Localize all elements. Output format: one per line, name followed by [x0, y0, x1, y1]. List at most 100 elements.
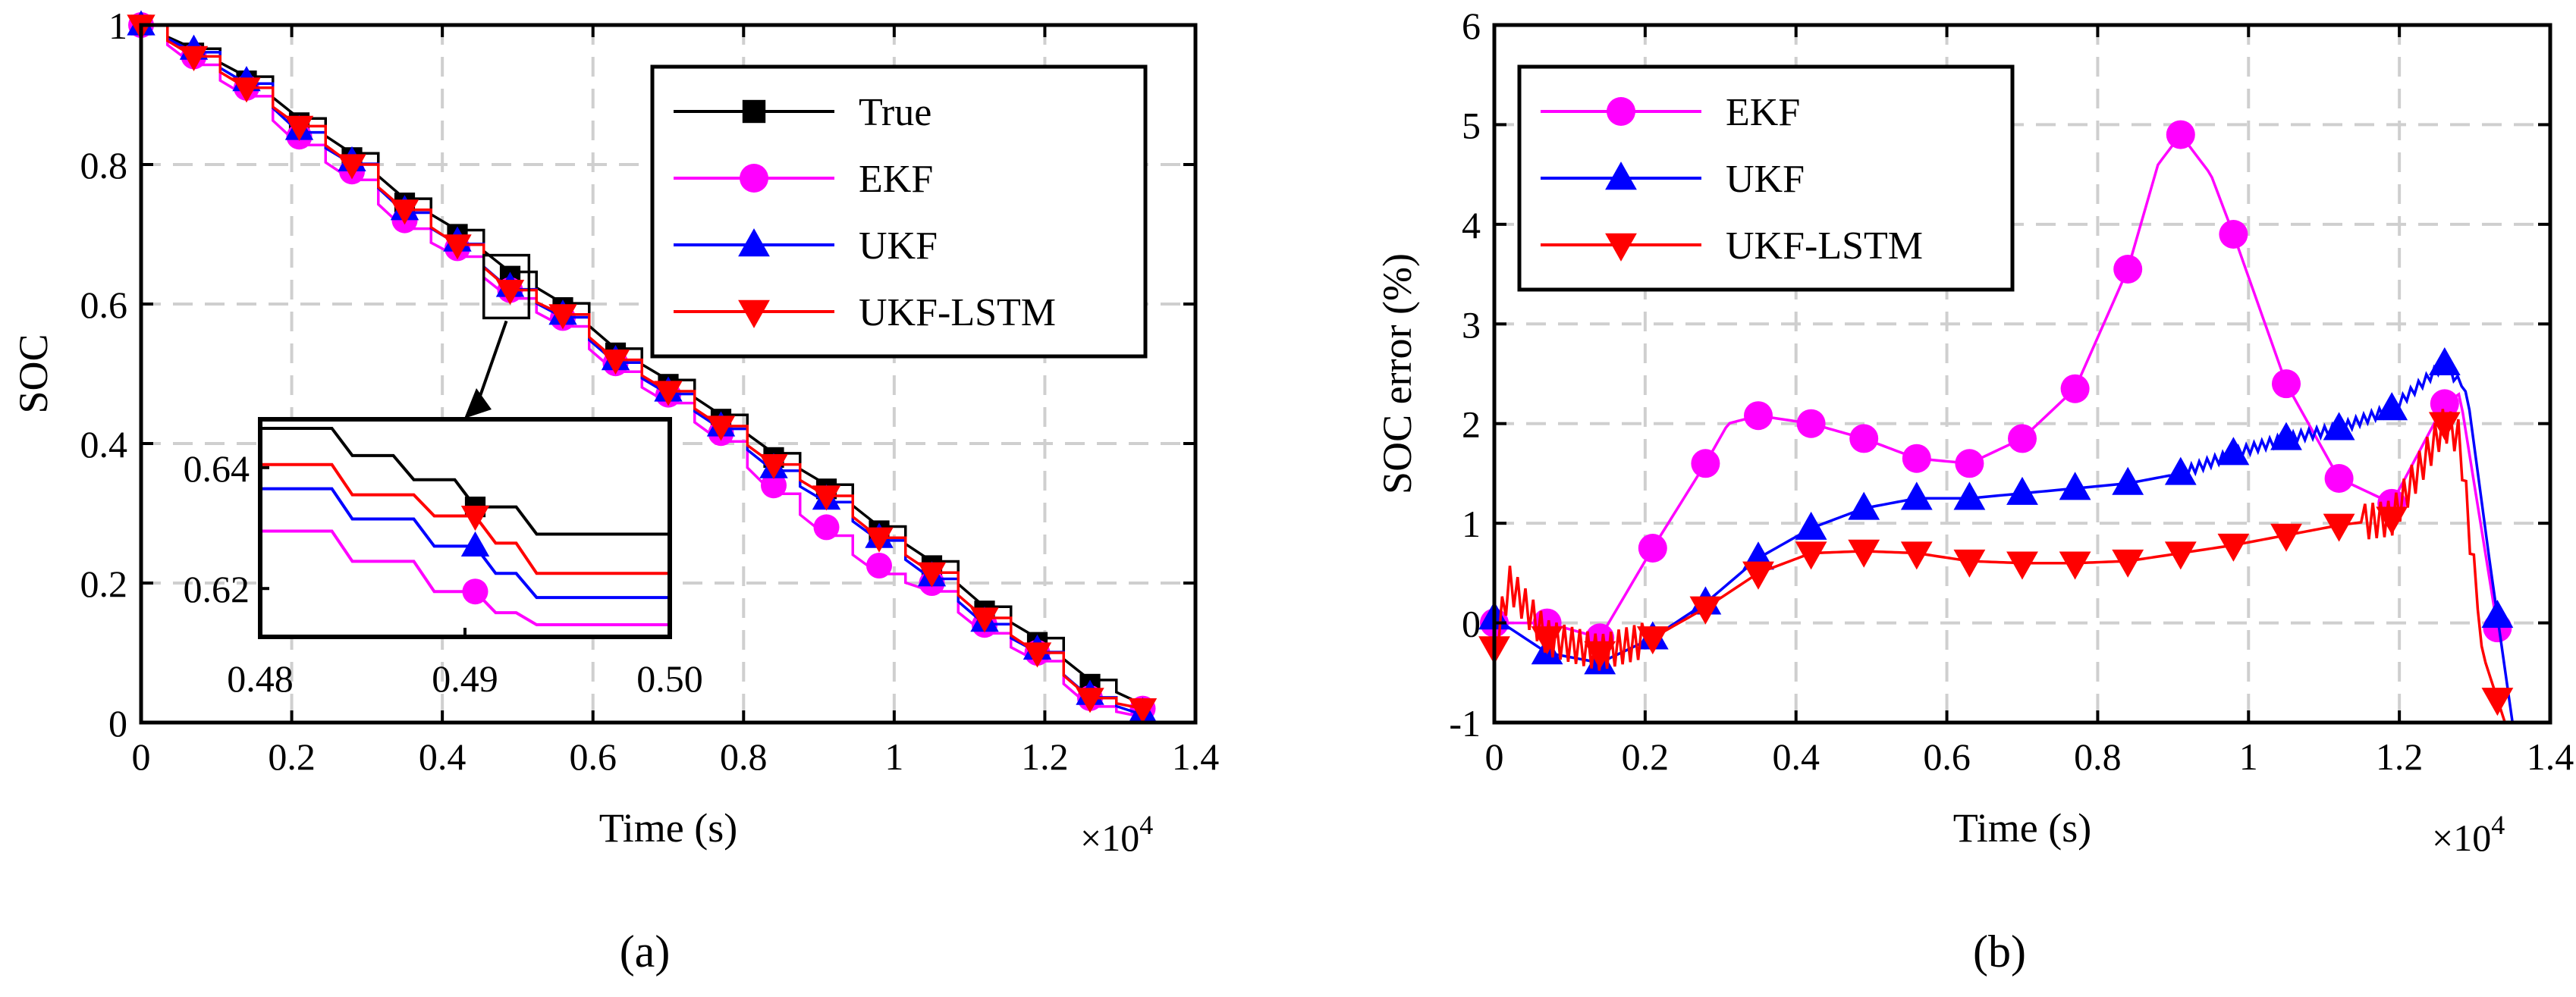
panel-a-point-ukf_lstm [601, 350, 630, 375]
panel-b-point-ukf_lstm [1531, 626, 1563, 655]
panel-b-point-ukf_lstm [2376, 506, 2408, 535]
panel-b-point-ukf [1953, 481, 1986, 510]
panel-b-point-ekf [1849, 424, 1879, 453]
panel-b-y-axis-label: SOC error (%) [1374, 253, 1420, 494]
panel-b-point-ekf [2008, 424, 2037, 453]
panel-a-point-ukf_lstm [284, 115, 314, 141]
a-legend-label-ukf_lstm: UKF-LSTM [859, 291, 1056, 334]
panel-b-axes-frame [1492, 23, 2552, 725]
panel-a-line-ukf_lstm [141, 24, 1143, 710]
a-legend-marker-ukf_lstm [738, 299, 770, 328]
panel-b-point-ukf_lstm [1636, 626, 1669, 655]
panel-b-point-ukf [2270, 422, 2302, 450]
panel-b-point-ukf [2428, 347, 2461, 376]
panel-a-x-multiplier-base: ×10 [1080, 817, 1139, 859]
panel-a-series [127, 10, 1158, 724]
panel-a-point-ukf_lstm [917, 562, 947, 588]
a-legend-label-true: True [859, 91, 931, 134]
panel-b-point-ukf_lstm [1848, 539, 1880, 568]
panel-b-point-ekf [1902, 444, 1931, 473]
panel-b-point-ukf_lstm [1742, 561, 1774, 590]
a-legend-marker-ukf [738, 228, 770, 257]
a-x-tick-label: 0.2 [268, 735, 316, 778]
panel-b-point-ukf [1900, 481, 1933, 510]
panel-b-point-ekf [2430, 389, 2459, 419]
panel-a-point-ekf [813, 514, 840, 541]
inset-x-tick-label: 0.48 [227, 657, 294, 700]
b-y-tick-label: 1 [1462, 503, 1481, 545]
a-x-tick-label: 0.4 [419, 735, 467, 778]
panel-a-point-ukf_lstm [812, 485, 841, 511]
a-y-tick-label: 0.6 [80, 284, 128, 326]
a-legend-box [650, 64, 1148, 359]
panel-a-point-ukf_lstm [865, 527, 894, 553]
panel-b-x-axis-label: Time (s) [1953, 805, 2092, 851]
a-legend-label-ekf: EKF [859, 158, 933, 201]
panel-a-y-axis-label: SOC [11, 334, 56, 413]
b-y-tick-label: 2 [1462, 403, 1481, 446]
b-x-tick-label: 0.8 [2074, 735, 2122, 778]
b-x-tick-label: 1 [2239, 735, 2258, 778]
panel-a-point-ukf_lstm [390, 199, 419, 225]
panel-a-point-ukf_lstm [338, 154, 366, 180]
panel-b-point-ekf [1955, 449, 1984, 478]
panel-b-point-ekf [1744, 401, 1773, 431]
a-x-tick-label: 1.4 [1172, 735, 1220, 778]
panel-b-point-ukf_lstm [1584, 641, 1616, 669]
panel-a-point-ukf_lstm [1128, 698, 1158, 724]
panel-b-point-ukf_lstm [1689, 596, 1722, 625]
panel-b-point-ukf [2323, 412, 2355, 440]
a-legend-marker-true [742, 99, 766, 124]
panel-b-point-ukf [2217, 437, 2250, 466]
panel-a-zoom-arrow-head [464, 388, 492, 419]
panel-a-x-multiplier: ×104 [1080, 810, 1153, 859]
inset-point-ukf [460, 531, 490, 557]
b-x-tick-label: 0.2 [1622, 735, 1670, 778]
panel-b-point-ukf_lstm [2164, 541, 2197, 570]
panel-a-point-ukf_lstm [706, 415, 736, 441]
panel-b-series-ukf_lstm [1478, 409, 2514, 723]
panel-b-point-ukf_lstm [2428, 412, 2461, 440]
panel-b-point-ukf_lstm [2217, 533, 2250, 562]
panel-a-legend: True EKF UKF UKF-LSTM [650, 64, 1148, 359]
panel-b-point-ukf [2164, 456, 2197, 485]
panel-b-point-ekf [1691, 449, 1720, 478]
b-legend-marker-ukf_lstm [1605, 233, 1637, 262]
b-y-tick-label: 4 [1462, 204, 1481, 246]
panel-a-inset: 0.48 0.49 0.50 0.62 0.64 [184, 417, 703, 700]
b-legend-label-ukf: UKF [1726, 158, 1805, 201]
inset-point-ukf_lstm [460, 505, 490, 531]
panel-b-point-ukf [2059, 472, 2091, 500]
a-y-tick-label: 0.8 [80, 144, 128, 187]
panel-b-point-ukf [2376, 392, 2408, 421]
panel-b-point-ekf [2272, 369, 2301, 399]
panel-b-point-ukf_lstm [2006, 551, 2038, 580]
a-legend-marker-ekf [740, 164, 768, 193]
a-x-tick-label: 1 [884, 735, 903, 778]
panel-b-point-ukf_lstm [2112, 549, 2144, 578]
b-x-tick-label: 0.4 [1772, 735, 1820, 778]
panel-a-point-ukf_lstm [654, 381, 683, 406]
b-x-tick-label: 0.6 [1923, 735, 1971, 778]
panel-a-point-ukf_lstm [495, 280, 525, 306]
b-legend-marker-ukf [1605, 161, 1637, 190]
b-y-tick-label: -1 [1449, 702, 1481, 745]
panel-b-point-ukf_lstm [1953, 549, 1986, 578]
panel-a-point-ukf_lstm [548, 304, 577, 330]
panel-b-point-ukf [2481, 599, 2514, 629]
panel-b-point-ukf [2006, 476, 2038, 505]
inset-y-tick-label: 0.64 [184, 447, 250, 490]
panel-b-point-ukf_lstm [2481, 688, 2514, 716]
panel-b-label: (b) [1973, 926, 2026, 977]
panel-a-line-true [141, 24, 1144, 706]
inset-line-ukf [260, 487, 670, 600]
panel-a-x-axis-label: Time (s) [599, 805, 738, 851]
inset-x-tick-label: 0.49 [432, 657, 498, 700]
panel-a-label: (a) [620, 926, 671, 977]
panel-a-point-ukf_lstm [970, 607, 999, 633]
b-legend-label-ekf: EKF [1726, 91, 1800, 134]
inset-y-tick-label: 0.62 [184, 568, 250, 610]
inset-line-ukf_lstm [260, 462, 670, 575]
